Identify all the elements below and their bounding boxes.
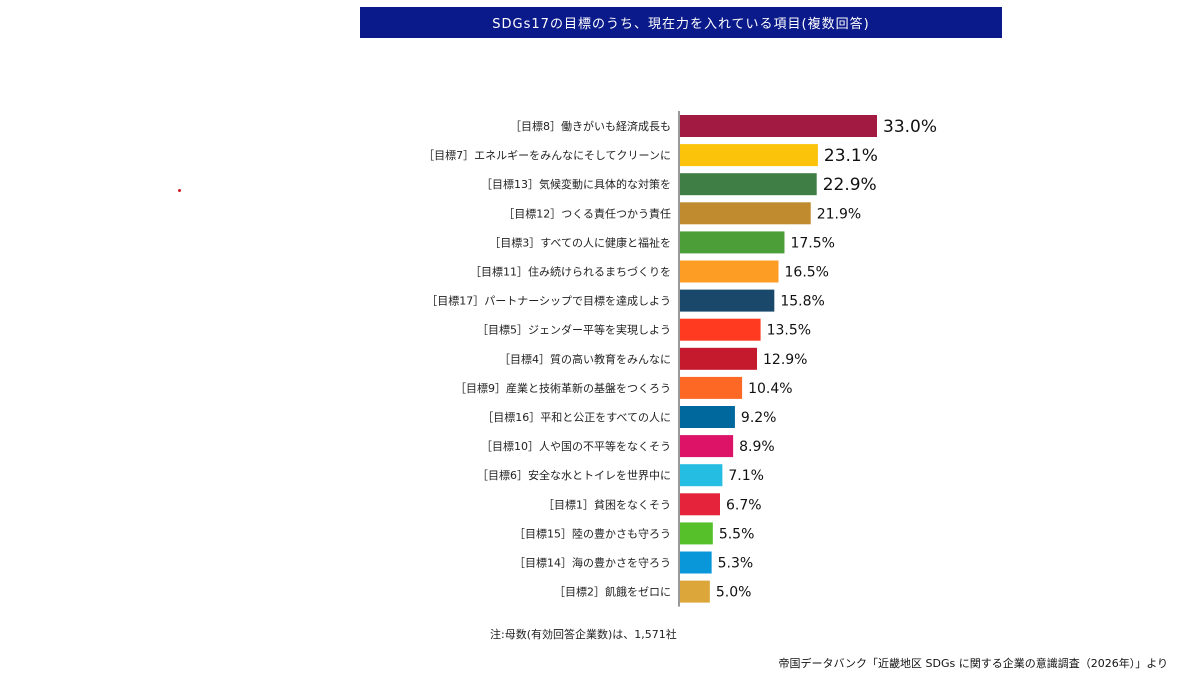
bar [680, 202, 811, 225]
category-label: ［目標16］平和と公正をすべての人に [482, 410, 671, 424]
bars [680, 115, 877, 603]
value-label: 23.1% [824, 146, 878, 166]
category-label: ［目標1］貧困をなくそう [543, 497, 671, 511]
chart-title: SDGs17の目標のうち、現在力を入れている項目(複数回答) [360, 7, 1002, 38]
value-label: 13.5% [767, 323, 811, 339]
bar [680, 493, 720, 516]
value-label: 5.0% [716, 585, 752, 601]
bar [680, 522, 713, 545]
bar [680, 376, 743, 399]
bar [680, 464, 723, 487]
value-label: 15.8% [780, 294, 824, 310]
stray-red-dot [178, 189, 181, 192]
bar [680, 260, 779, 283]
sample-size-note: 注:母数(有効回答企業数)は、1,571社 [490, 628, 677, 641]
bar [680, 347, 758, 370]
bar [680, 318, 761, 341]
value-label: 6.7% [726, 497, 762, 513]
category-label: ［目標11］住み続けられるまちづくりを [470, 265, 671, 279]
category-label: ［目標17］パートナーシップで目標を達成しよう [426, 294, 671, 308]
category-label: ［目標2］飢餓をゼロに [554, 585, 671, 599]
category-label: ［目標13］気候変動に具体的な対策を [481, 177, 671, 191]
value-label: 33.0% [883, 117, 937, 137]
category-label: ［目標4］質の高い教育をみんなに [499, 352, 671, 366]
bar [680, 551, 712, 574]
category-label: ［目標6］安全な水とトイレを世界中に [477, 468, 671, 482]
category-label: ［目標8］働きがいも経済成長も [510, 119, 671, 133]
bar [680, 144, 818, 167]
value-label: 5.5% [719, 526, 755, 542]
category-label: ［目標9］産業と技術革新の基盤をつくろう [455, 381, 671, 395]
bar [680, 173, 817, 196]
value-labels: 33.0%23.1% 22.9% 21.9% 17.5% 16.5% 15.8% 13.5%… [716, 117, 937, 601]
value-label: 16.5% [785, 265, 829, 281]
bar [680, 115, 877, 137]
value-label: 5.3% [718, 556, 754, 572]
value-label: 21.9% [817, 206, 861, 222]
value-label: 9.2% [741, 410, 777, 426]
value-label: 22.9% [823, 175, 877, 195]
bar [680, 406, 735, 428]
category-label: ［目標3］すべての人に健康と福祉を [489, 235, 671, 249]
bar [680, 231, 785, 254]
value-label: 8.9% [739, 439, 775, 455]
value-label: 10.4% [748, 381, 792, 397]
category-label: ［目標5］ジェンダー平等を実現しよう [477, 323, 671, 337]
category-labels: ［目標8］働きがいも経済成長も ［目標7］エネルギーをみんなにそしてクリーンに ［目… [423, 119, 671, 599]
source-credit: 帝国データバンク「近畿地区 SDGs に関する企業の意識調査（2026年）」より [778, 657, 1168, 670]
category-label: ［目標15］陸の豊かさも守ろう [514, 526, 671, 540]
value-label: 7.1% [728, 468, 764, 484]
value-label: 17.5% [790, 235, 834, 251]
category-label: ［目標7］エネルギーをみんなにそしてクリーンに [423, 148, 671, 162]
category-label: ［目標12］つくる責任つかう責任 [503, 206, 671, 220]
bar [680, 289, 775, 312]
value-label: 12.9% [763, 352, 807, 368]
category-label: ［目標10］人や国の不平等をなくそう [481, 439, 671, 453]
category-label: ［目標14］海の豊かさを守ろう [514, 556, 671, 570]
bar [680, 435, 734, 458]
bar [680, 580, 710, 603]
